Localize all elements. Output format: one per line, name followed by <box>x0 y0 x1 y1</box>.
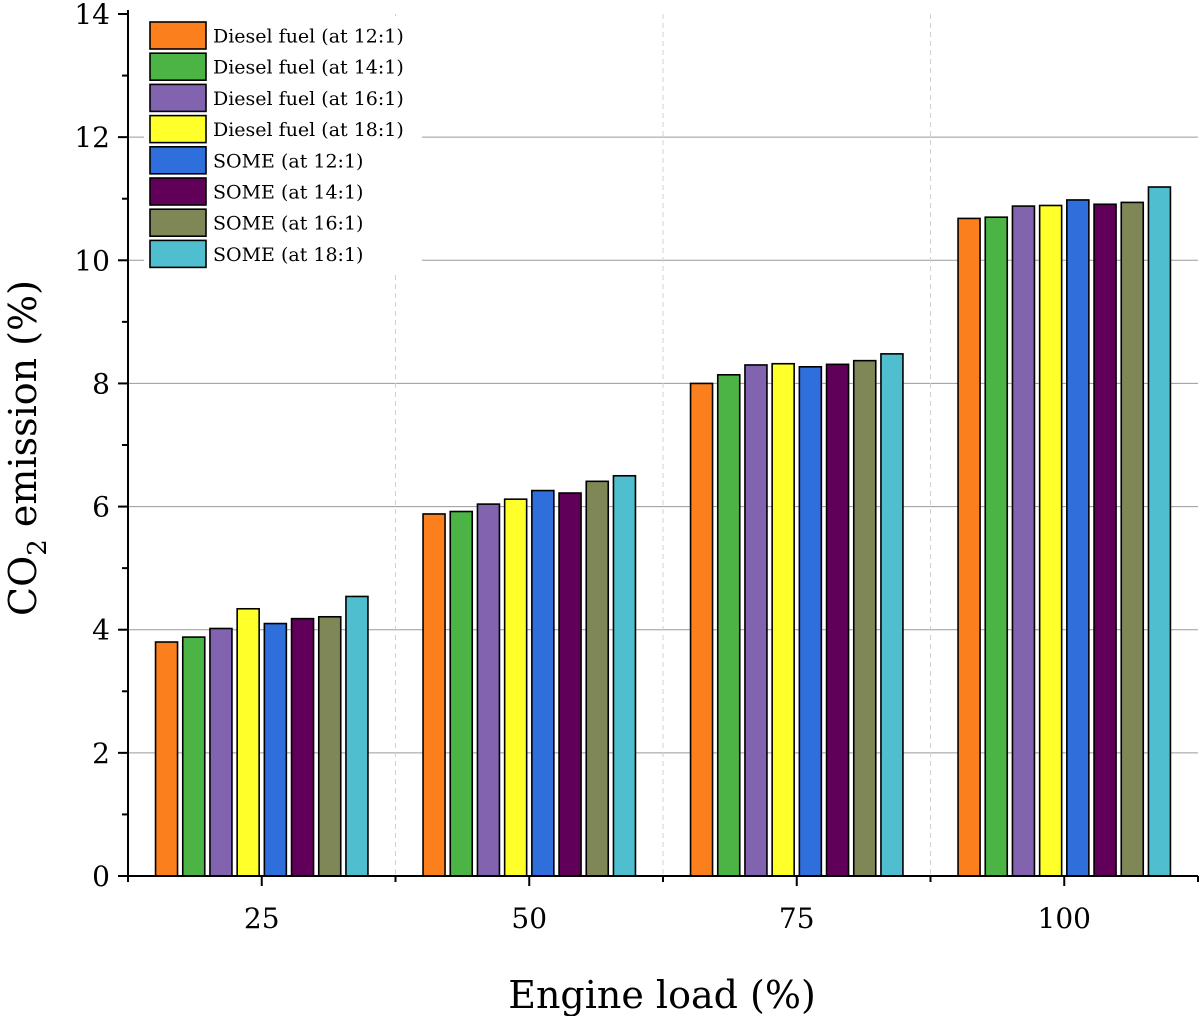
x-axis-title: Engine load (%) <box>508 973 816 1016</box>
bar <box>209 627 233 877</box>
y-tick-label: 12 <box>74 121 110 154</box>
legend-label: SOME (at 14:1) <box>213 182 363 204</box>
y-tick-label: 10 <box>74 244 110 277</box>
bar <box>476 503 501 877</box>
legend-swatch <box>149 177 207 206</box>
bar <box>1011 205 1036 877</box>
y-tick-label: 0 <box>92 860 110 893</box>
bar <box>880 353 904 877</box>
x-tick-label: 75 <box>779 902 815 935</box>
bar <box>1147 186 1172 877</box>
axes: 0 2 4 6 8 10 12 14 25 50 75 100 <box>74 0 1199 935</box>
legend-swatch <box>149 146 207 175</box>
x-tick-label: 100 <box>1038 902 1091 935</box>
y-tick-label: 8 <box>92 367 110 400</box>
legend-label: SOME (at 16:1) <box>213 213 363 235</box>
legend-label: SOME (at 12:1) <box>213 150 363 172</box>
y-tick-label: 6 <box>92 491 110 524</box>
bar <box>585 480 610 877</box>
legend-label: Diesel fuel (at 14:1) <box>213 57 404 79</box>
bar <box>558 492 582 877</box>
legend-swatch <box>149 21 207 50</box>
bar <box>154 641 179 877</box>
legend-label: Diesel fuel (at 12:1) <box>213 26 404 48</box>
legend: Diesel fuel (at 12:1) Diesel fuel (at 14:… <box>144 16 422 272</box>
y-axis-title: CO2 emission (%) <box>1 280 53 616</box>
y-axis-title-subscript: 2 <box>23 539 53 556</box>
bar <box>290 617 315 877</box>
bar <box>1066 199 1090 877</box>
legend-label: Diesel fuel (at 16:1) <box>213 88 404 110</box>
bar <box>612 474 637 877</box>
bar <box>317 615 342 877</box>
bar <box>798 366 823 877</box>
bar <box>1038 204 1063 877</box>
bar <box>449 510 474 877</box>
bar <box>1093 203 1117 877</box>
y-axis-title-rest: emission (%) <box>1 280 45 539</box>
bar <box>957 217 981 877</box>
bar <box>531 489 555 877</box>
bar <box>852 359 877 877</box>
bar <box>345 595 369 877</box>
legend-swatch <box>149 239 207 269</box>
bar <box>503 498 528 877</box>
y-tick-label: 4 <box>92 614 110 647</box>
bar <box>984 216 1009 877</box>
y-tick-label: 14 <box>74 0 110 31</box>
x-tick-label: 25 <box>244 902 280 935</box>
legend-swatch <box>149 114 207 144</box>
bar <box>236 607 260 877</box>
legend-swatch <box>149 208 207 237</box>
legend-swatch <box>149 52 207 82</box>
legend-label: SOME (at 18:1) <box>213 244 363 266</box>
legend-swatch <box>149 83 207 113</box>
y-axis-title-main: CO <box>1 556 45 616</box>
bar <box>181 636 206 877</box>
x-tick-label: 50 <box>511 902 547 935</box>
bar <box>771 362 795 877</box>
bar <box>716 374 741 877</box>
bar <box>744 364 768 877</box>
bar <box>1120 201 1145 877</box>
legend-label: Diesel fuel (at 18:1) <box>213 119 404 141</box>
bars <box>154 186 1172 877</box>
bar <box>263 622 288 877</box>
bar <box>825 363 850 877</box>
y-tick-label: 2 <box>92 737 110 770</box>
bar <box>689 382 714 877</box>
bar <box>422 513 446 877</box>
